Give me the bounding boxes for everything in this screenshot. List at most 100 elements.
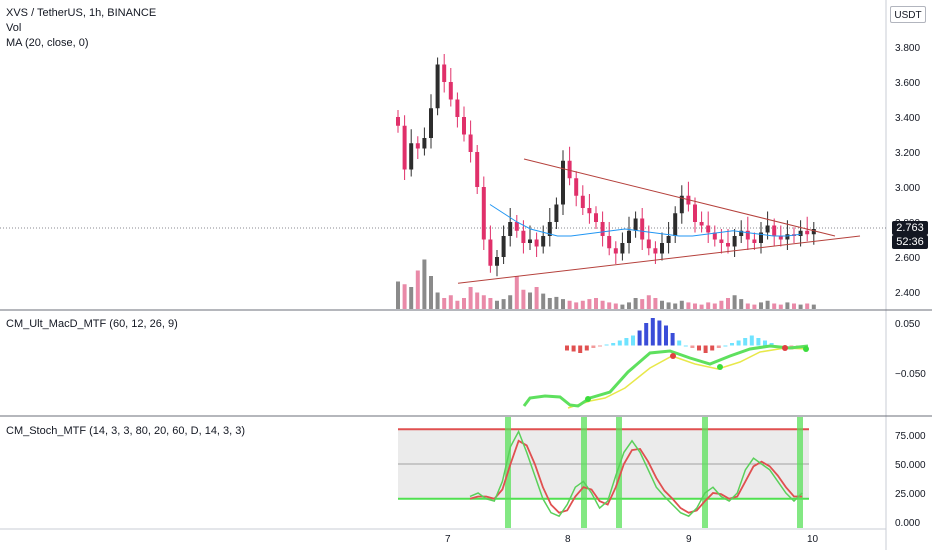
stoch-tick-label: 25.000 <box>895 489 926 500</box>
candle-body <box>508 222 513 236</box>
candle-body <box>633 218 638 231</box>
legend-vol[interactable]: Vol <box>6 22 22 34</box>
macd-hist-bar <box>617 340 622 346</box>
candle-body <box>455 99 460 117</box>
candle-body <box>607 236 612 249</box>
candle-body <box>422 138 427 149</box>
candle-body <box>600 222 605 236</box>
candle-body <box>798 230 803 236</box>
volume-bar <box>521 289 526 309</box>
candle-body <box>501 236 506 257</box>
volume-bar <box>587 299 592 309</box>
volume-bar <box>798 304 803 309</box>
stoch-band-area <box>398 428 809 500</box>
candle-body <box>462 117 466 135</box>
macd-hist-bar <box>631 335 635 346</box>
candles-series[interactable] <box>396 54 816 277</box>
macd-hist-bar <box>769 343 774 346</box>
macd-hist-bar <box>763 340 767 346</box>
volume-bar <box>712 303 717 309</box>
price-tick-label: 3.000 <box>895 183 920 194</box>
volume-bar <box>442 298 447 309</box>
candle-body <box>541 236 546 247</box>
candle-body <box>693 204 697 222</box>
candle-body <box>448 82 453 100</box>
candle-body <box>521 230 526 243</box>
stoch-tick-label: 0.000 <box>895 518 920 529</box>
candle-body <box>495 257 499 266</box>
candle-body <box>587 208 592 214</box>
candle-body <box>679 195 684 214</box>
candle-body <box>409 143 414 170</box>
volume-bar <box>660 300 664 309</box>
stoch-tick-label: 50.000 <box>895 460 926 471</box>
volume-bar <box>468 287 473 309</box>
candle-body <box>442 64 447 82</box>
volume-bar <box>600 300 605 309</box>
candle-body <box>627 230 631 243</box>
time-tick-label: 8 <box>565 534 571 545</box>
volume-bar <box>547 298 552 309</box>
ma-series <box>489 204 801 237</box>
volume-bar <box>541 293 546 309</box>
price-tick-label: 2.600 <box>895 253 920 264</box>
candle-body <box>528 239 532 243</box>
currency-scale-button[interactable]: USDT <box>890 6 926 23</box>
candle-body <box>620 243 625 254</box>
macd-line <box>522 344 809 408</box>
volume-bar <box>409 287 414 309</box>
candle-body <box>706 225 711 233</box>
candle-body <box>547 222 552 236</box>
legend-stoch[interactable]: CM_Stoch_MTF (14, 3, 3, 80, 20, 60, D, 1… <box>6 425 246 437</box>
candle-body <box>653 248 658 254</box>
candle-body <box>765 225 770 233</box>
macd-cross-dot <box>717 364 723 370</box>
candle-body <box>429 108 433 138</box>
candle-body <box>739 230 744 236</box>
candle-body <box>488 239 493 266</box>
macd-hist-bar <box>683 345 688 347</box>
macd-hist-bar <box>723 345 728 347</box>
price-tick-label: 3.200 <box>895 148 920 159</box>
volume-bar <box>501 299 506 309</box>
volume-bar <box>402 284 407 309</box>
volume-bar <box>772 303 777 309</box>
candle-body <box>673 213 678 236</box>
volume-bar <box>627 302 631 309</box>
macd-hist-bar <box>637 330 642 346</box>
countdown-tag: 52:36 <box>892 235 928 249</box>
macd-cross-dot <box>585 396 591 402</box>
legend-macd[interactable]: CM_Ult_MacD_MTF (60, 12, 26, 9) <box>6 318 178 330</box>
candle-body <box>402 125 407 170</box>
macd-hist-bar <box>565 345 569 351</box>
macd-cross-dot <box>782 345 788 351</box>
candle-body <box>660 243 664 254</box>
triangle-lower-line <box>457 235 861 284</box>
triangle-drawing[interactable] <box>457 158 861 284</box>
x-axis-ticks: 7 8 9 10 <box>445 534 819 545</box>
legend-ma[interactable]: MA (20, close, 0) <box>6 37 89 49</box>
candle-body <box>640 218 645 240</box>
volume-bar <box>574 302 579 309</box>
candle-body <box>646 239 651 249</box>
candle-body <box>772 225 777 236</box>
volume-bar <box>495 300 499 309</box>
volume-bar <box>534 287 539 309</box>
volume-bar <box>765 300 770 309</box>
candle-body <box>396 117 400 126</box>
candle-body <box>805 230 810 235</box>
volume-bar <box>778 304 783 309</box>
macd-hist-bar <box>611 343 616 346</box>
volume-bar <box>726 298 730 309</box>
candle-body <box>514 222 519 231</box>
macd-hist-bar <box>591 345 596 348</box>
legend-symbol[interactable]: XVS / TetherUS, 1h, BINANCE <box>6 7 157 19</box>
candle-body <box>534 239 539 247</box>
macd-hist-bar <box>677 340 682 346</box>
stoch-tick-label: 75.000 <box>895 431 926 442</box>
volume-bar <box>706 302 711 309</box>
macd-cross-dot <box>803 346 809 352</box>
candle-body <box>475 152 480 187</box>
candle-body <box>732 236 737 247</box>
